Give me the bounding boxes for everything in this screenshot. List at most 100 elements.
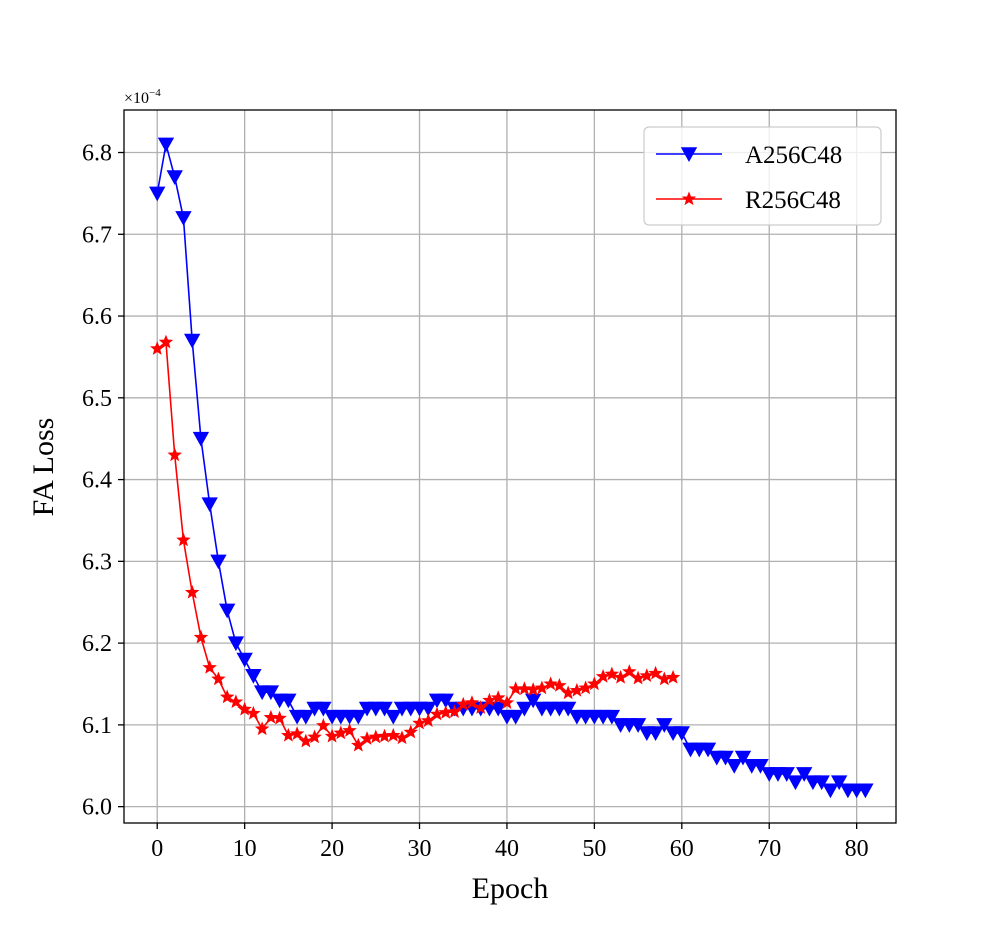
data-point-r256c48 xyxy=(158,334,174,349)
data-point-r256c48 xyxy=(377,728,392,743)
data-point-r256c48 xyxy=(202,660,217,674)
data-point-a256c48 xyxy=(734,750,752,766)
x-tick-label: 40 xyxy=(495,836,519,862)
data-point-a256c48 xyxy=(656,718,673,733)
x-tick-label: 60 xyxy=(670,836,694,862)
data-point-r256c48 xyxy=(289,726,305,741)
data-point-r256c48 xyxy=(639,668,655,682)
legend-marker-r256c48 xyxy=(681,191,697,206)
data-point-r256c48 xyxy=(394,730,410,745)
data-point-a256c48 xyxy=(280,693,297,709)
data-point-a256c48 xyxy=(210,554,227,570)
data-point-r256c48 xyxy=(386,727,401,742)
data-point-a256c48 xyxy=(673,726,690,742)
data-point-a256c48 xyxy=(726,758,743,774)
data-point-a256c48 xyxy=(227,636,245,652)
data-point-r256c48 xyxy=(552,678,567,692)
series-a256c48 xyxy=(149,137,874,799)
data-point-r256c48 xyxy=(211,671,226,686)
data-point-a256c48 xyxy=(516,701,533,717)
data-point-a256c48 xyxy=(385,709,402,725)
data-point-r256c48 xyxy=(464,695,480,709)
data-point-r256c48 xyxy=(307,729,322,744)
data-point-a256c48 xyxy=(245,669,262,684)
data-point-a256c48 xyxy=(149,186,166,202)
data-point-a256c48 xyxy=(236,652,253,668)
data-point-r256c48 xyxy=(490,690,506,705)
data-point-a256c48 xyxy=(647,726,664,742)
data-point-a256c48 xyxy=(717,750,734,766)
y-tick-label: 6.0 xyxy=(82,795,112,821)
y-axis-label: FA Loss xyxy=(27,418,60,517)
data-point-a256c48 xyxy=(629,718,647,733)
data-point-a256c48 xyxy=(796,767,813,782)
x-tick-label: 10 xyxy=(233,836,257,862)
data-point-r256c48 xyxy=(569,682,585,697)
x-tick-label: 0 xyxy=(151,836,163,862)
y-tick-label: 6.4 xyxy=(82,468,112,494)
data-point-r256c48 xyxy=(272,710,287,725)
data-point-a256c48 xyxy=(376,701,393,717)
data-point-r256c48 xyxy=(657,671,672,686)
data-point-a256c48 xyxy=(603,709,621,725)
data-point-a256c48 xyxy=(524,693,542,709)
data-point-a256c48 xyxy=(752,758,769,774)
data-point-r256c48 xyxy=(149,341,165,355)
data-point-r256c48 xyxy=(560,685,576,700)
data-point-r256c48 xyxy=(525,682,541,696)
data-point-a256c48 xyxy=(297,709,315,725)
data-point-a256c48 xyxy=(350,709,367,725)
data-point-a256c48 xyxy=(813,775,830,791)
data-point-a256c48 xyxy=(787,775,804,791)
data-point-r256c48 xyxy=(368,729,384,744)
data-point-r256c48 xyxy=(543,676,558,691)
legend: A256C48 R256C48 xyxy=(643,126,882,226)
data-point-r256c48 xyxy=(281,727,296,742)
data-point-r256c48 xyxy=(333,725,349,740)
data-point-r256c48 xyxy=(246,705,261,720)
series-group xyxy=(149,137,874,799)
data-point-r256c48 xyxy=(622,664,637,678)
y-tick-label: 6.8 xyxy=(82,141,112,167)
legend-marker-a256c48 xyxy=(680,147,698,162)
data-point-a256c48 xyxy=(201,497,218,513)
data-point-r256c48 xyxy=(298,733,314,748)
data-point-a256c48 xyxy=(262,685,280,701)
legend-label-r256c48: R256C48 xyxy=(745,187,841,214)
data-point-a256c48 xyxy=(507,709,524,725)
data-point-r256c48 xyxy=(324,728,340,743)
data-point-a256c48 xyxy=(857,783,874,799)
x-tick-label: 80 xyxy=(845,836,869,862)
y-tick-label: 6.1 xyxy=(82,713,112,739)
y-tick-label: 6.6 xyxy=(82,304,112,330)
data-point-r256c48 xyxy=(219,689,235,704)
data-point-r256c48 xyxy=(613,669,628,684)
data-point-r256c48 xyxy=(351,737,366,752)
data-point-a256c48 xyxy=(822,783,839,799)
data-point-a256c48 xyxy=(175,211,192,226)
data-point-a256c48 xyxy=(490,701,507,717)
data-point-r256c48 xyxy=(237,701,252,716)
data-point-a256c48 xyxy=(166,170,183,185)
y-tick-label: 6.5 xyxy=(82,386,112,412)
y-tick-label: 6.7 xyxy=(82,222,112,248)
data-point-a256c48 xyxy=(184,333,201,349)
legend-entry-a256c48: A256C48 xyxy=(656,142,842,169)
data-point-r256c48 xyxy=(228,694,244,709)
legend-entry-r256c48: R256C48 xyxy=(656,187,841,214)
data-point-r256c48 xyxy=(630,670,646,685)
data-point-a256c48 xyxy=(559,701,577,717)
data-point-r256c48 xyxy=(534,680,550,695)
data-point-a256c48 xyxy=(699,742,717,758)
data-point-r256c48 xyxy=(184,584,200,599)
data-point-r256c48 xyxy=(482,692,497,707)
series-r256c48 xyxy=(149,334,681,752)
y-tick-label: 6.2 xyxy=(82,631,112,657)
data-point-a256c48 xyxy=(157,137,175,153)
data-point-r256c48 xyxy=(263,709,279,724)
data-point-a256c48 xyxy=(218,603,236,619)
data-point-r256c48 xyxy=(604,666,620,681)
x-axis-label: Epoch xyxy=(472,872,549,905)
plot-area-frame xyxy=(123,109,897,824)
